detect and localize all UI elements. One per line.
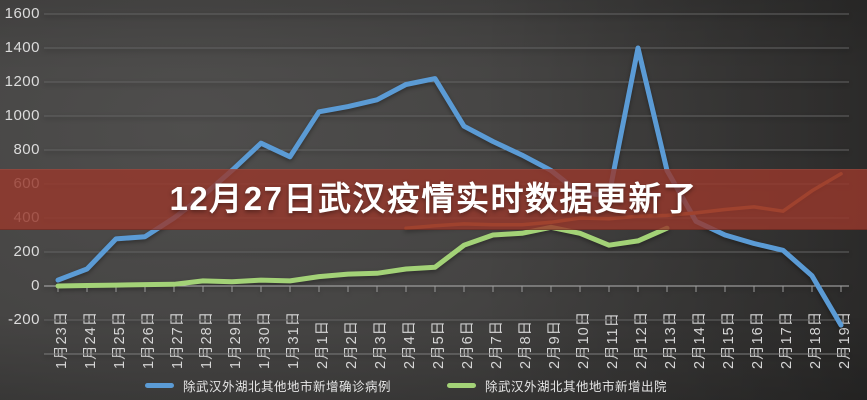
y-tick-label: 1400 — [4, 39, 40, 56]
y-tick-label: 1600 — [4, 5, 40, 22]
discharged-line-swatch — [447, 383, 477, 388]
x-tick-label: 1月30日 — [257, 310, 273, 369]
x-tick-label: 1月27日 — [170, 310, 186, 369]
x-tick-label: 2月14日 — [692, 310, 708, 369]
x-tick-label: 2月11日 — [605, 311, 621, 369]
y-tick-label: -200 — [7, 311, 40, 328]
legend-item-confirmed: 除武汉外湖北其他地市新增确诊病例 — [145, 376, 391, 395]
confirmed-line-swatch — [145, 383, 174, 388]
x-tick-label: 2月9日 — [547, 319, 563, 369]
x-tick-label: 2月3日 — [373, 319, 389, 369]
page-title: 12月27日武汉疫情实时数据更新了 — [169, 180, 698, 217]
x-tick-label: 1月25日 — [112, 310, 128, 369]
discharged-line — [55, 224, 670, 289]
x-tick-label: 2月13日 — [663, 310, 679, 369]
x-tick-label: 1月31日 — [286, 310, 302, 369]
legend: 除武汉外湖北其他地市新增确诊病例 除武汉外湖北其他地市新增出院 — [145, 376, 667, 395]
x-tick-label: 2月10日 — [576, 310, 592, 369]
x-tick-label: 2月5日 — [431, 319, 447, 369]
x-tick-label: 2月17日 — [779, 310, 795, 369]
x-tick-label: 1月26日 — [141, 310, 157, 369]
x-tick-label: 1月28日 — [199, 310, 215, 369]
x-tick-label: 2月19日 — [837, 310, 853, 369]
x-tick-label: 2月18日 — [808, 310, 824, 369]
x-tick-label: 2月6日 — [460, 319, 476, 369]
y-tick-label: 800 — [13, 141, 40, 158]
x-tick-label: 2月12日 — [634, 310, 650, 369]
x-tick-label: 2月2日 — [344, 319, 360, 369]
x-tick-label: 1月24日 — [83, 310, 99, 369]
x-tick-label: 2月15日 — [721, 310, 737, 369]
legend-label-confirmed: 除武汉外湖北其他地市新增确诊病例 — [183, 380, 392, 394]
x-tick-label: 2月8日 — [518, 319, 534, 369]
x-tick-label: 1月29日 — [228, 310, 244, 369]
x-tick-label: 2月16日 — [750, 310, 766, 369]
x-tick-label: 2月4日 — [402, 319, 418, 369]
x-tick-label: 2月7日 — [489, 319, 505, 369]
y-tick-label: 1000 — [4, 107, 40, 124]
y-tick-label: 200 — [13, 243, 40, 260]
legend-item-discharged: 除武汉外湖北其他地市新增出院 — [447, 376, 667, 395]
x-tick-label: 1月23日 — [54, 310, 70, 369]
title-banner: 12月27日武汉疫情实时数据更新了 — [0, 169, 867, 230]
y-tick-label: 1200 — [4, 73, 40, 90]
y-tick-label: 0 — [31, 277, 40, 294]
x-tick-label: 2月1日 — [315, 319, 331, 369]
legend-label-discharged: 除武汉外湖北其他地市新增出院 — [485, 380, 668, 394]
